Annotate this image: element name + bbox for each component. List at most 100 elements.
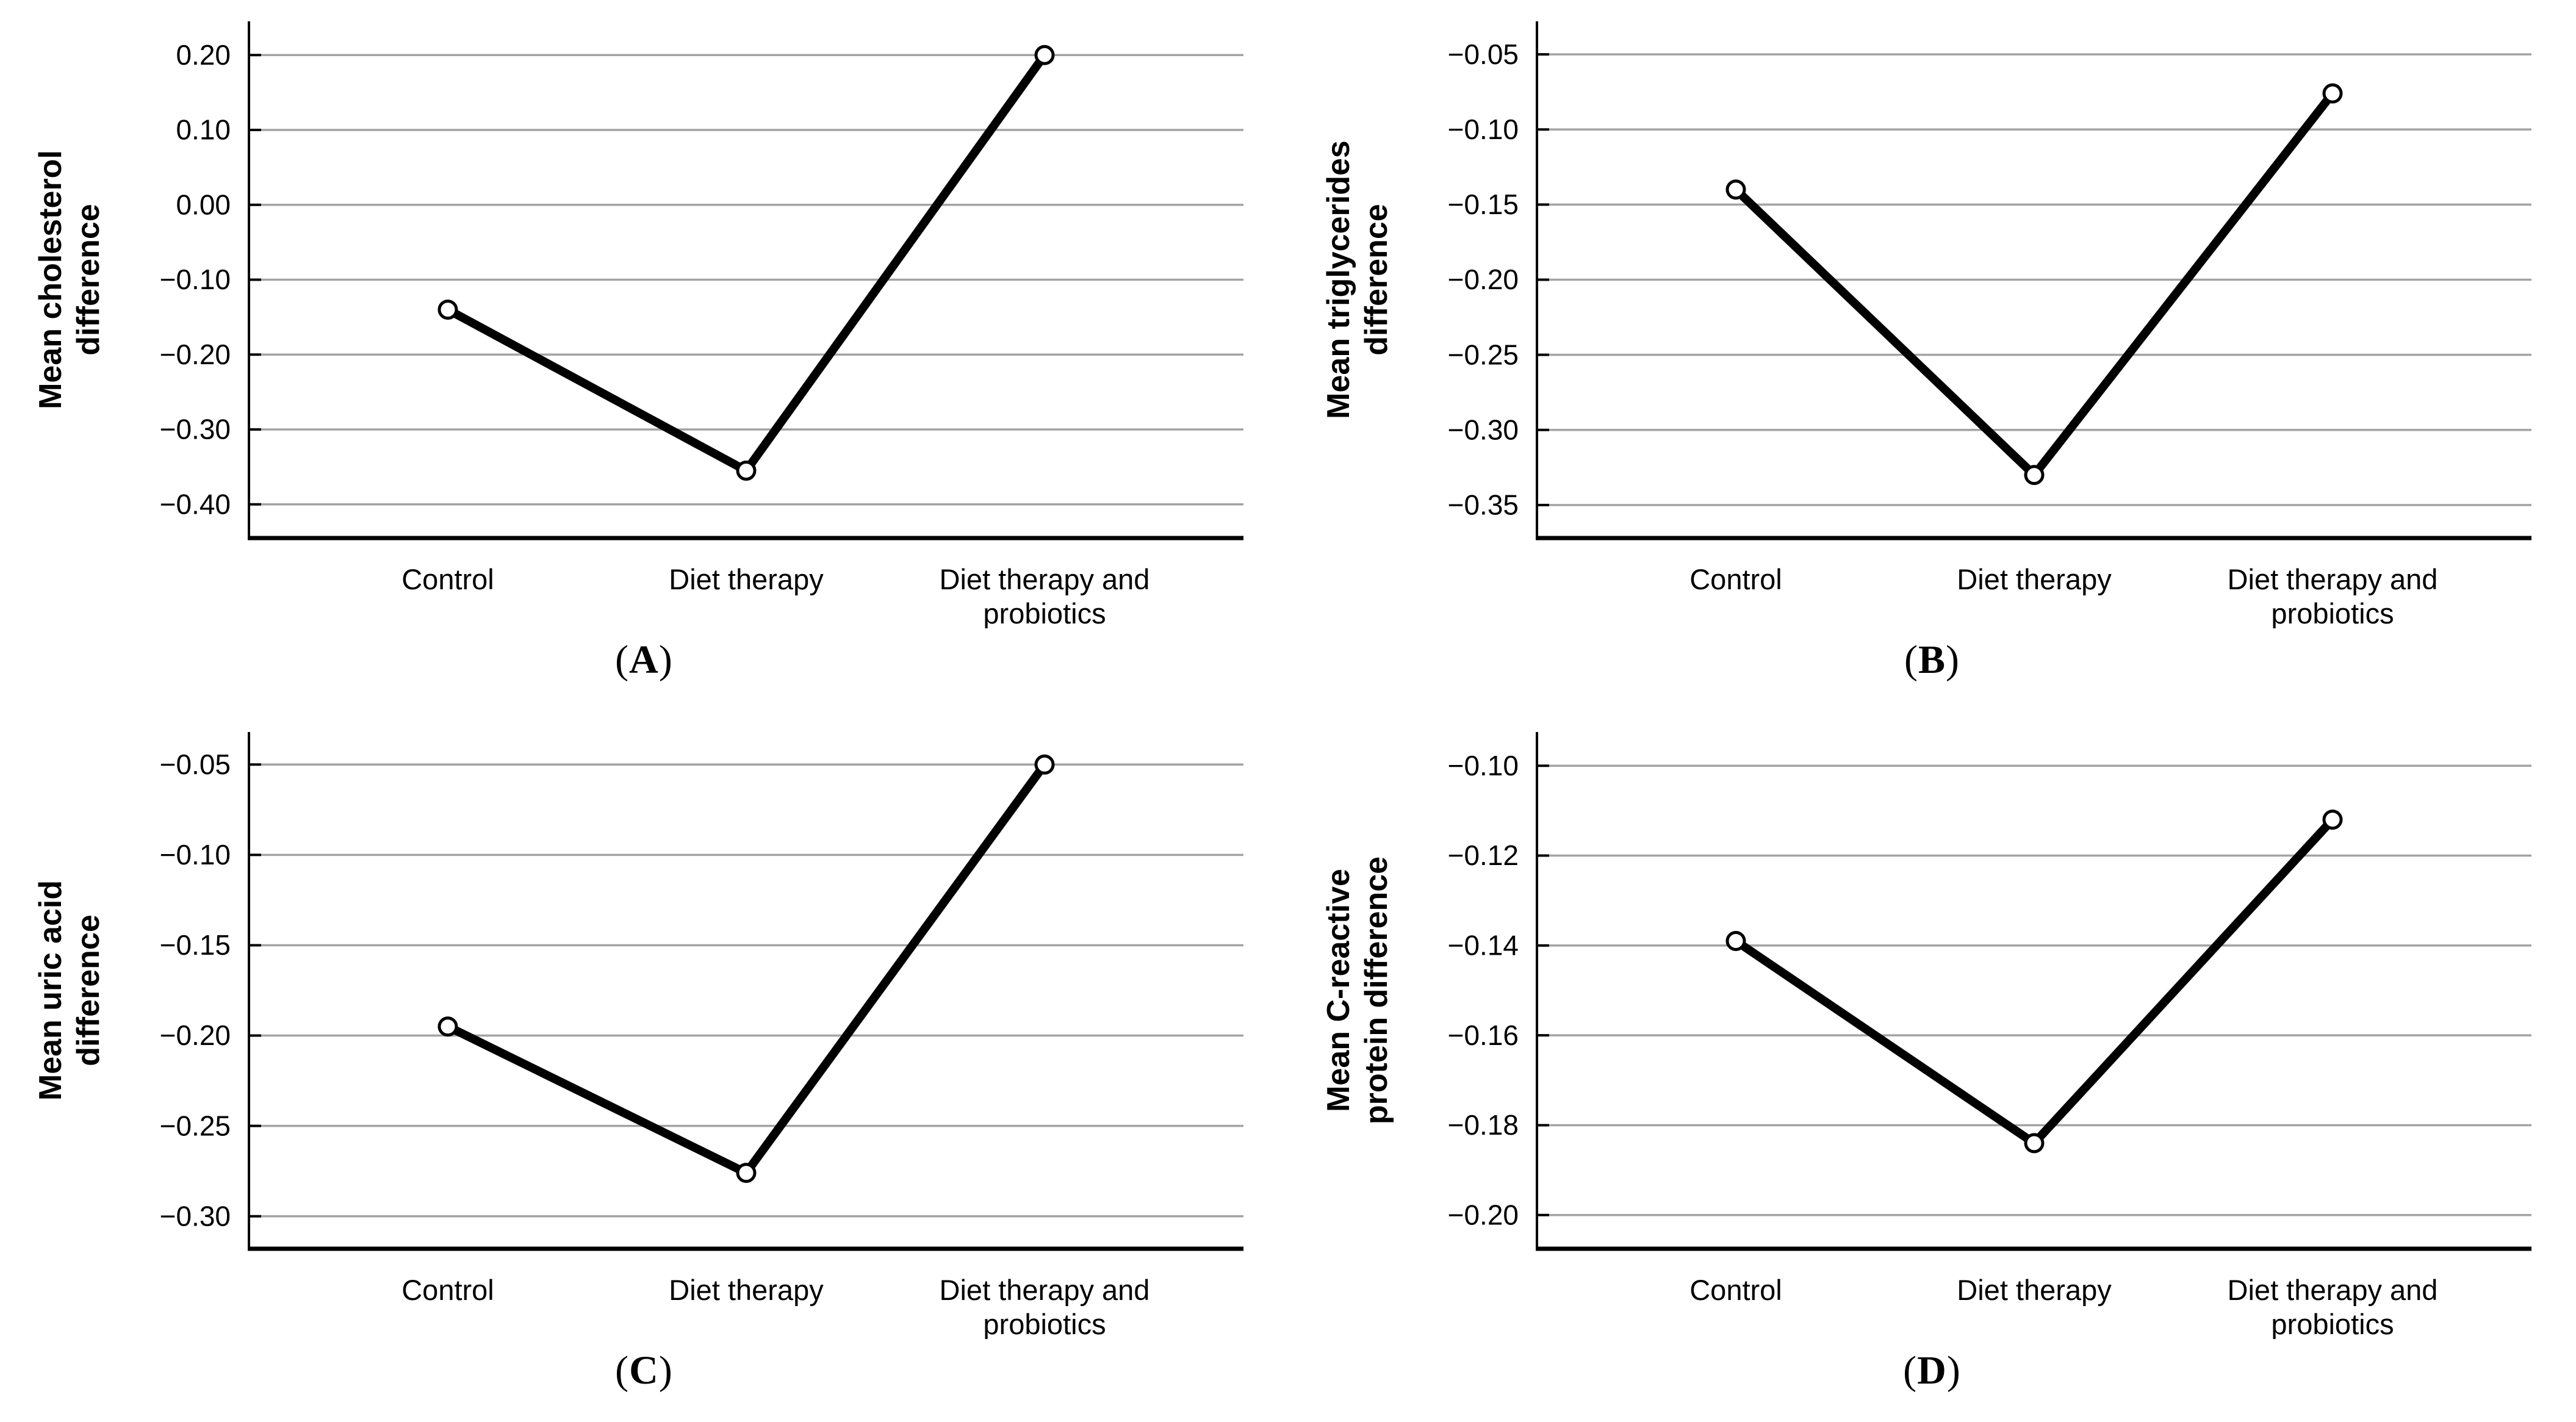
y-axis-ticks — [248, 54, 261, 506]
y-axis-label: difference — [1359, 204, 1394, 356]
data-point — [2322, 810, 2342, 830]
line-chart-triglycerides: −0.05 −0.10 −0.15 −0.20 −0.25 −0.30 −0.35 Mean … — [1321, 21, 2531, 628]
y-axis-label: Mean triglycerides — [1321, 140, 1356, 419]
svg-text:−0.30: −0.30 — [159, 1200, 230, 1232]
gridlines — [248, 763, 1243, 1218]
svg-text:−0.20: −0.20 — [159, 1019, 230, 1051]
svg-text:−0.20: −0.20 — [1447, 264, 1518, 295]
caption-paren-close: ) — [658, 637, 673, 682]
svg-text:probiotics: probiotics — [2271, 597, 2394, 628]
svg-text:−0.30: −0.30 — [1447, 414, 1518, 445]
svg-text:Control: Control — [1689, 563, 1782, 595]
svg-text:Diet therapy and: Diet therapy and — [2227, 563, 2437, 595]
caption-letter: C — [629, 1348, 659, 1393]
svg-text:Diet therapy and: Diet therapy and — [939, 563, 1149, 595]
svg-text:Control: Control — [401, 563, 494, 595]
y-axis-ticks — [1536, 764, 1549, 1216]
data-point — [736, 1163, 756, 1183]
svg-text:Diet therapy and: Diet therapy and — [2227, 1274, 2437, 1306]
svg-text:−0.14: −0.14 — [1447, 929, 1518, 961]
x-category-labels: Control Diet therapy Diet therapy andprobi… — [1689, 1274, 2437, 1339]
svg-text:Diet therapy and: Diet therapy and — [939, 1274, 1149, 1306]
line-chart-c-reactive-protein: −0.10 −0.12 −0.14 −0.16 −0.18 −0.20 Mean C-rea… — [1321, 732, 2531, 1339]
y-axis-label: Mean uric acid — [33, 880, 68, 1101]
svg-text:Diet therapy: Diet therapy — [1957, 563, 2112, 595]
data-point — [736, 461, 756, 481]
data-point — [1725, 179, 1746, 200]
caption-letter: B — [1918, 637, 1946, 682]
data-point — [2024, 1133, 2044, 1154]
svg-text:−0.15: −0.15 — [159, 929, 230, 961]
svg-text:−0.20: −0.20 — [159, 339, 230, 370]
data-line — [445, 762, 1048, 1179]
svg-text:−0.35: −0.35 — [1447, 489, 1518, 520]
gridlines — [1536, 764, 2531, 1216]
y-tick-labels: 0.20 0.10 0.00 −0.10 −0.20 −0.30 −0.40 — [159, 39, 230, 520]
svg-text:−0.10: −0.10 — [1447, 113, 1518, 145]
svg-text:probiotics: probiotics — [983, 597, 1106, 628]
svg-text:−0.40: −0.40 — [159, 488, 230, 520]
svg-text:Diet therapy: Diet therapy — [1957, 1274, 2112, 1306]
data-point — [1034, 45, 1054, 65]
svg-text:−0.16: −0.16 — [1447, 1019, 1518, 1051]
svg-text:−0.25: −0.25 — [1447, 339, 1518, 370]
data-point — [2322, 83, 2342, 104]
panel-b-triglycerides: −0.05 −0.10 −0.15 −0.20 −0.25 −0.30 −0.35 Mean … — [1288, 0, 2576, 711]
y-axis-label: protein difference — [1359, 856, 1394, 1124]
svg-text:Diet therapy: Diet therapy — [669, 563, 824, 595]
panel-caption-b: (B) — [1904, 637, 1960, 683]
svg-text:−0.05: −0.05 — [159, 749, 230, 780]
svg-text:−0.20: −0.20 — [1447, 1199, 1518, 1230]
data-point — [1034, 754, 1054, 775]
caption-paren-open: ( — [1904, 637, 1918, 682]
panel-d-c-reactive-protein: −0.10 −0.12 −0.14 −0.16 −0.18 −0.20 Mean C-rea… — [1288, 711, 2576, 1422]
data-point — [437, 300, 458, 320]
data-line — [1733, 816, 2336, 1149]
x-category-labels: Control Diet therapy Diet therapy andprobi… — [401, 1274, 1149, 1339]
caption-paren-close: ) — [658, 1348, 673, 1393]
y-tick-labels: −0.05 −0.10 −0.15 −0.20 −0.25 −0.30 — [159, 749, 230, 1232]
caption-paren-open: ( — [615, 1348, 630, 1393]
y-axis-ticks — [248, 763, 261, 1218]
caption-letter: D — [1917, 1348, 1947, 1393]
svg-text:probiotics: probiotics — [983, 1308, 1106, 1339]
svg-text:0.10: 0.10 — [176, 114, 231, 146]
svg-text:0.20: 0.20 — [176, 39, 231, 71]
gridlines — [248, 54, 1243, 506]
svg-text:0.00: 0.00 — [176, 189, 231, 220]
line-chart-cholesterol: 0.20 0.10 0.00 −0.10 −0.20 −0.30 −0.40 Mean cho… — [33, 21, 1243, 628]
data-line — [445, 52, 1048, 476]
y-axis-label: difference — [71, 204, 106, 356]
panel-caption-c: (C) — [615, 1348, 673, 1394]
svg-text:−0.10: −0.10 — [159, 264, 230, 295]
svg-text:Control: Control — [1689, 1274, 1782, 1306]
svg-text:−0.10: −0.10 — [159, 839, 230, 871]
caption-paren-close: ) — [1946, 1348, 1961, 1393]
panel-caption-d: (D) — [1903, 1348, 1961, 1394]
y-axis-label: Mean C-reactive — [1321, 869, 1356, 1112]
svg-text:−0.15: −0.15 — [1447, 189, 1518, 220]
caption-paren-close: ) — [1946, 637, 1960, 682]
panel-a-cholesterol: 0.20 0.10 0.00 −0.10 −0.20 −0.30 −0.40 Mean cho… — [0, 0, 1288, 711]
data-point — [1725, 930, 1746, 951]
caption-paren-open: ( — [615, 637, 630, 682]
x-category-labels: Control Diet therapy Diet therapy andprobi… — [1689, 563, 2437, 628]
data-point — [2024, 465, 2044, 486]
panel-caption-a: (A) — [615, 637, 673, 683]
gridlines — [1536, 53, 2531, 506]
x-category-labels: Control Diet therapy Diet therapy andprobi… — [401, 563, 1149, 628]
caption-letter: A — [629, 637, 659, 682]
data-line — [1732, 90, 2336, 481]
svg-text:−0.25: −0.25 — [159, 1110, 230, 1141]
y-tick-labels: −0.05 −0.10 −0.15 −0.20 −0.25 −0.30 −0.35 — [1447, 38, 1518, 521]
y-axis-label: difference — [71, 914, 106, 1066]
panel-c-uric-acid: −0.05 −0.10 −0.15 −0.20 −0.25 −0.30 Mean uric … — [0, 711, 1288, 1422]
svg-text:Control: Control — [401, 1274, 494, 1306]
svg-text:probiotics: probiotics — [2271, 1308, 2394, 1339]
svg-text:Diet therapy: Diet therapy — [669, 1274, 824, 1306]
svg-text:−0.10: −0.10 — [1447, 750, 1518, 781]
svg-text:−0.05: −0.05 — [1447, 38, 1518, 70]
line-chart-uric-acid: −0.05 −0.10 −0.15 −0.20 −0.25 −0.30 Mean uric … — [33, 732, 1243, 1339]
svg-text:−0.18: −0.18 — [1447, 1109, 1518, 1141]
